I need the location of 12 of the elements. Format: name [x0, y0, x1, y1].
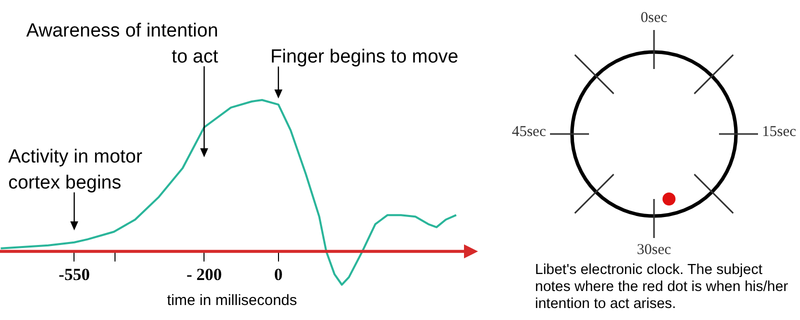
- text: 30sec: [636, 242, 672, 259]
- x-tick-label: -550: [58, 265, 90, 284]
- x-tick-label: - 200: [186, 265, 222, 284]
- text: 15sec: [762, 124, 796, 141]
- annotation: Activity in motor cortex begins: [8, 146, 143, 194]
- text: 45sec: [512, 124, 546, 141]
- x-tick-label: 0: [274, 265, 283, 284]
- x-axis-title: time in milliseconds: [166, 292, 298, 309]
- text: Libet's electronic clock. The subject notes where the red dot is when his/her intention to act arises.: [535, 262, 790, 313]
- text: Awareness of intention to act: [26, 20, 219, 68]
- text: 0sec: [640, 10, 668, 27]
- text: Finger begins to move: [270, 46, 458, 68]
